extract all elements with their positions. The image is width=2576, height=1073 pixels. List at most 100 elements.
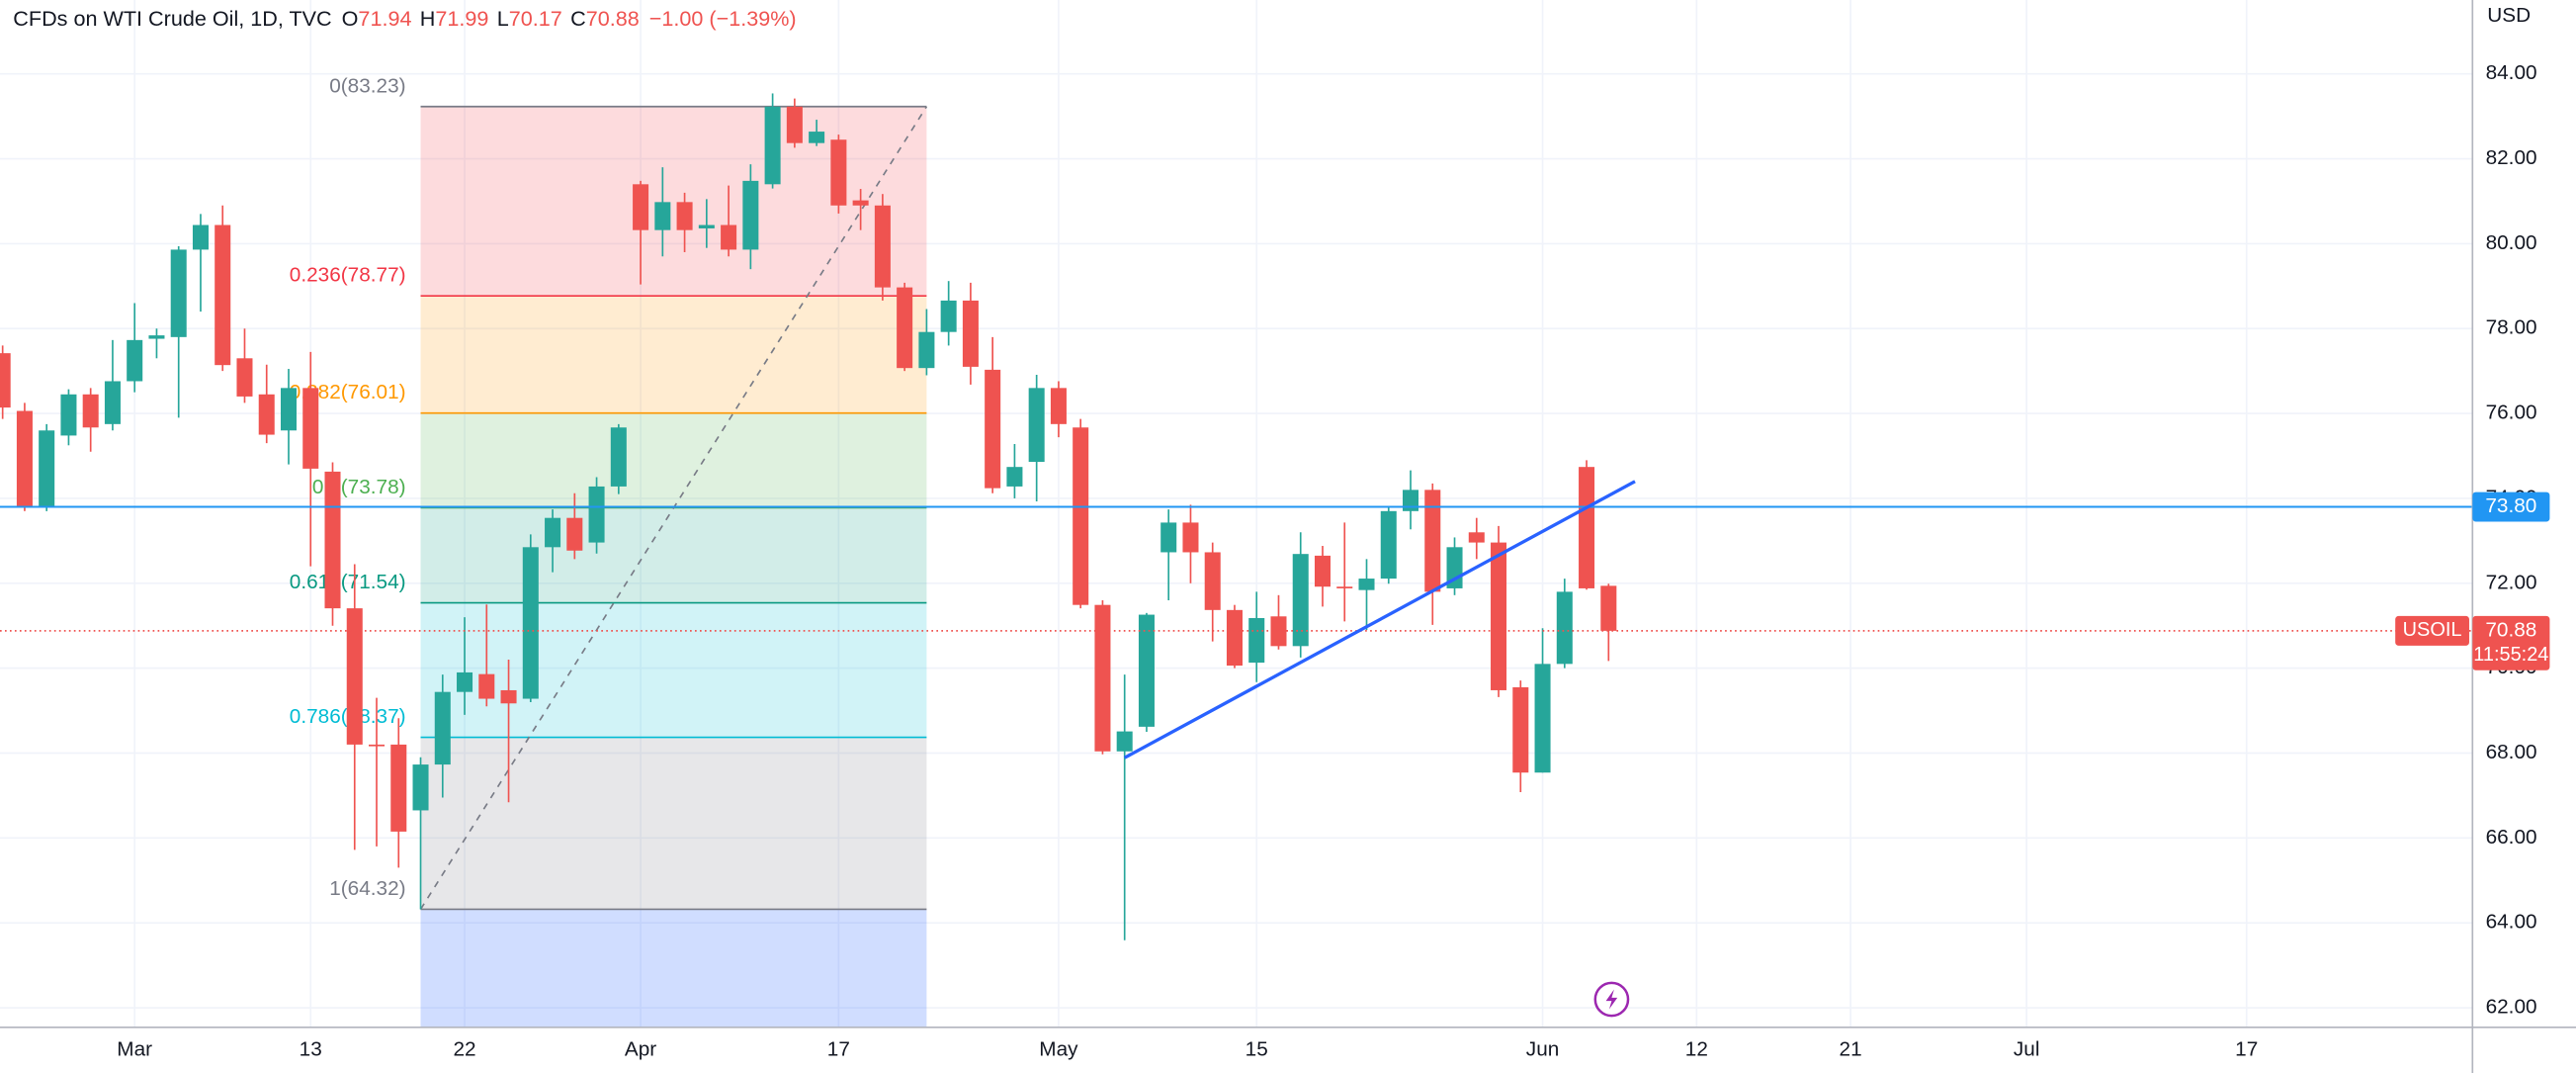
candle-body bbox=[742, 180, 759, 250]
candle-body bbox=[698, 224, 715, 228]
fib-zone bbox=[420, 412, 927, 508]
fib-zone bbox=[420, 106, 927, 297]
candle-body bbox=[1534, 664, 1551, 773]
x-tick-label: 17 bbox=[827, 1038, 850, 1061]
candle-body bbox=[369, 744, 386, 747]
y-tick-label: 68.00 bbox=[2486, 741, 2537, 763]
candle-body bbox=[1006, 467, 1023, 487]
candle-body bbox=[1204, 552, 1221, 610]
y-tick-label: 62.00 bbox=[2486, 996, 2537, 1019]
candle-body bbox=[676, 202, 693, 230]
candle-body bbox=[302, 388, 319, 469]
candle-body bbox=[148, 335, 165, 339]
candle-body bbox=[412, 764, 429, 811]
candle-body bbox=[1292, 554, 1309, 647]
candle-body bbox=[39, 430, 55, 507]
last-price-label: 70.88 bbox=[2485, 618, 2536, 641]
x-tick-label: Jun bbox=[1526, 1038, 1559, 1061]
candle-body bbox=[654, 202, 671, 230]
x-tick-label: 21 bbox=[1840, 1038, 1862, 1061]
fib-level-label: 1(64.32) bbox=[329, 877, 405, 900]
alert-icon[interactable] bbox=[1593, 981, 1630, 1018]
candle-body bbox=[60, 394, 77, 436]
y-tick-label: 64.00 bbox=[2486, 911, 2537, 934]
candle-body bbox=[633, 184, 649, 230]
candle-body bbox=[104, 381, 121, 424]
candle-body bbox=[215, 224, 231, 366]
candle-body bbox=[545, 517, 561, 548]
candle-body bbox=[457, 671, 473, 692]
change: −1.00 (−1.39%) bbox=[649, 6, 797, 31]
candle-body bbox=[1028, 388, 1045, 463]
hline-price-label: 73.80 bbox=[2485, 494, 2536, 517]
ohlc-value: 70.17 bbox=[509, 6, 562, 31]
y-tick-label: 82.00 bbox=[2486, 146, 2537, 169]
candle-body bbox=[390, 744, 407, 832]
y-tick-label: 78.00 bbox=[2486, 316, 2537, 339]
candle-body bbox=[610, 427, 627, 487]
candle-body bbox=[1182, 522, 1199, 553]
fib-zone bbox=[420, 737, 927, 910]
candle-body bbox=[721, 224, 737, 250]
candle-body bbox=[478, 673, 495, 699]
candle-body bbox=[1491, 542, 1507, 690]
candle-body bbox=[236, 358, 253, 397]
fib-level-label: 0(83.23) bbox=[329, 74, 405, 97]
candle-body bbox=[1579, 467, 1595, 588]
ohlc-key: L bbox=[497, 6, 509, 31]
x-tick-label: 17 bbox=[2235, 1038, 2258, 1061]
ohlc-value: 71.94 bbox=[358, 6, 411, 31]
candle-body bbox=[1556, 591, 1573, 665]
x-tick-label: May bbox=[1039, 1038, 1078, 1061]
hline-price-box bbox=[2472, 492, 2550, 522]
trend-line bbox=[1123, 480, 1636, 760]
fib-zone bbox=[420, 602, 927, 738]
fib-level-label: 0.236(78.77) bbox=[290, 264, 406, 287]
candle-body bbox=[1468, 532, 1485, 543]
x-tick-label: 12 bbox=[1685, 1038, 1708, 1061]
y-tick-label: 72.00 bbox=[2486, 571, 2537, 593]
candle-body bbox=[324, 471, 341, 609]
candle-body bbox=[962, 300, 979, 367]
x-tick-label: Jul bbox=[2014, 1038, 2040, 1061]
fib-retracement: 0(83.23)0.236(78.77)0.382(76.01)0.5(73.7… bbox=[290, 74, 928, 1028]
candle-body bbox=[852, 200, 869, 206]
candle-body bbox=[1314, 555, 1331, 587]
x-tick-label: Mar bbox=[117, 1038, 152, 1061]
y-tick-label: 80.00 bbox=[2486, 231, 2537, 254]
candle-body bbox=[280, 388, 298, 431]
candle-body bbox=[522, 547, 539, 699]
candle-body bbox=[1600, 585, 1617, 631]
candle-body bbox=[1248, 617, 1265, 664]
y-tick-label: 66.00 bbox=[2486, 826, 2537, 849]
candle-body bbox=[588, 486, 605, 543]
x-tick-label: Apr bbox=[625, 1038, 656, 1061]
x-tick-label: 13 bbox=[300, 1038, 322, 1061]
legend: CFDs on WTI Crude Oil, 1D, TVC O71.94 H71.… bbox=[13, 6, 796, 31]
candle-body bbox=[786, 106, 803, 143]
symbol-box bbox=[2395, 615, 2469, 646]
candle-body bbox=[918, 331, 935, 369]
candle-body bbox=[940, 300, 957, 332]
candle-body bbox=[566, 517, 583, 551]
candle-body bbox=[346, 608, 363, 745]
fib-extension-zone bbox=[420, 909, 927, 1028]
candle-body bbox=[1226, 609, 1243, 667]
last-price-box bbox=[2472, 615, 2550, 671]
candle-body bbox=[1160, 522, 1177, 553]
candle-body bbox=[1094, 604, 1111, 752]
candle-body bbox=[1050, 388, 1067, 424]
ohlc-key: H bbox=[420, 6, 436, 31]
price-axis-panel bbox=[2472, 0, 2576, 1073]
currency: USD bbox=[2487, 4, 2531, 27]
candle-body bbox=[500, 689, 517, 704]
candle-body bbox=[1380, 510, 1397, 580]
price-labels: 73.80 USOIL 70.88 11:55:24 bbox=[2395, 492, 2550, 671]
candle-body bbox=[192, 224, 209, 250]
candle-body bbox=[1358, 579, 1375, 590]
candle-body bbox=[16, 410, 33, 507]
icon-bolt bbox=[1605, 989, 1618, 1010]
candle-body bbox=[985, 369, 1001, 489]
